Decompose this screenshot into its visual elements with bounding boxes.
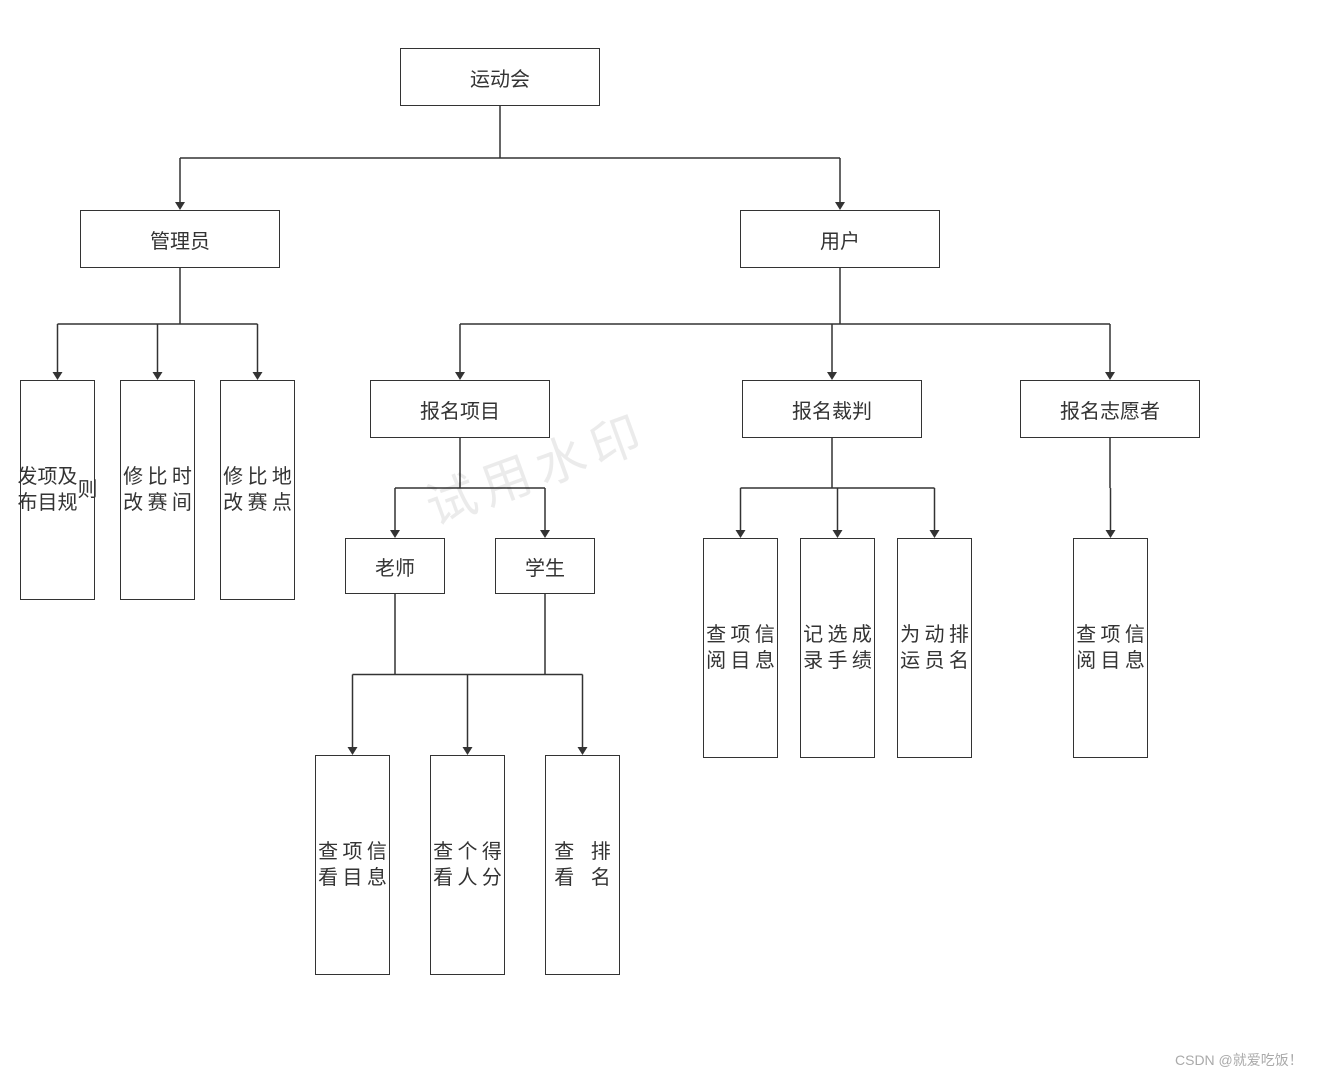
node-j3: 为运动员排名 [897, 538, 972, 758]
node-u2: 报名裁判 [742, 380, 922, 438]
node-j2: 记录选手成绩 [800, 538, 875, 758]
node-s1: 查看项目信息 [315, 755, 390, 975]
footer-attribution: CSDN @就爱吃饭！ [1175, 1050, 1303, 1070]
node-a2: 修改比赛时间 [120, 380, 195, 600]
node-j1: 查阅项目信息 [703, 538, 778, 758]
node-u1: 报名项目 [370, 380, 550, 438]
node-a1: 发布项目及规则 [20, 380, 95, 600]
node-t1: 老师 [345, 538, 445, 594]
node-u3: 报名志愿者 [1020, 380, 1200, 438]
connector-layer [0, 0, 1341, 1069]
node-s2: 查看个人得分 [430, 755, 505, 975]
node-s3: 查看排名 [545, 755, 620, 975]
node-a3: 修改比赛地点 [220, 380, 295, 600]
node-root: 运动会 [400, 48, 600, 106]
node-user: 用户 [740, 210, 940, 268]
node-t2: 学生 [495, 538, 595, 594]
node-v1: 查阅项目信息 [1073, 538, 1148, 758]
node-admin: 管理员 [80, 210, 280, 268]
